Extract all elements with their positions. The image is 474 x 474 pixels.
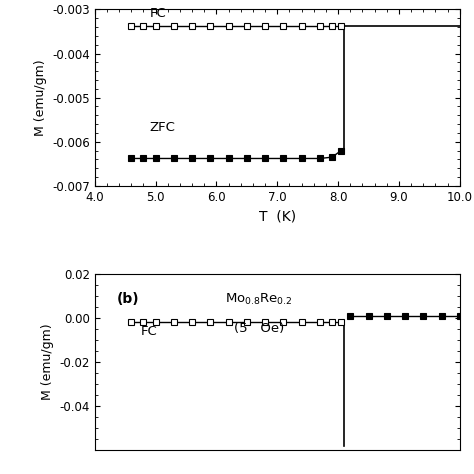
Text: (5   Oe): (5 Oe): [234, 321, 284, 335]
Text: ZFC: ZFC: [149, 121, 175, 134]
X-axis label: T  (K): T (K): [259, 209, 296, 223]
Text: FC: FC: [149, 8, 166, 20]
Text: FC: FC: [140, 325, 157, 337]
Text: Mo$_{0.8}$Re$_{0.2}$: Mo$_{0.8}$Re$_{0.2}$: [226, 292, 292, 307]
Y-axis label: M (emu/gm): M (emu/gm): [41, 324, 54, 401]
Y-axis label: M (emu/gm): M (emu/gm): [34, 59, 46, 136]
Text: (b): (b): [117, 292, 139, 306]
